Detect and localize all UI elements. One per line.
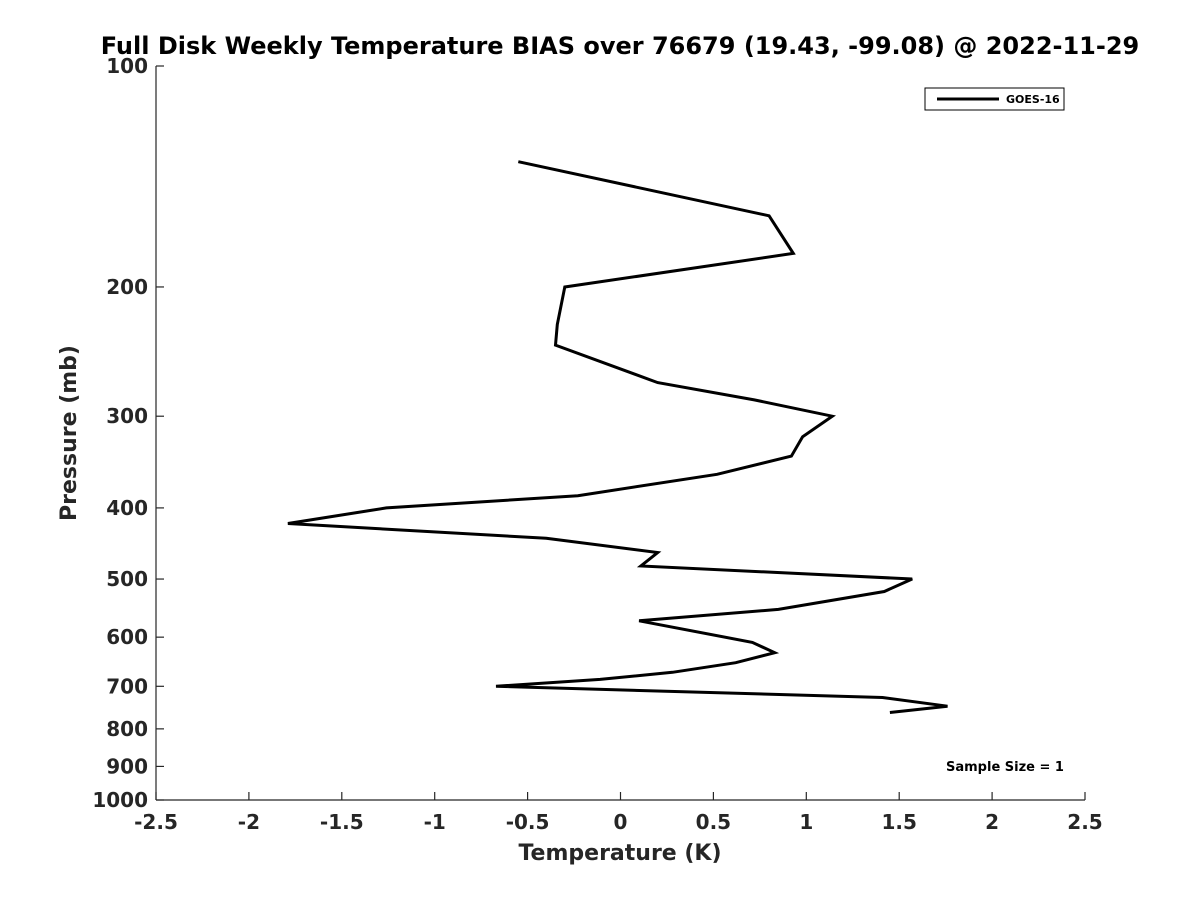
y-tick-label: 900 [106, 754, 148, 778]
x-tick-label: -2 [238, 810, 260, 834]
x-tick-label: -1 [424, 810, 446, 834]
y-tick-label: 100 [106, 54, 148, 78]
y-tick-label: 600 [106, 625, 148, 649]
x-tick-label: 0.5 [696, 810, 731, 834]
y-axis-label: Pressure (mb) [57, 345, 82, 521]
y-axis-ticks: 100 200 300 400 500 600 700 800 900 1000 [92, 54, 164, 812]
y-tick-label: 200 [106, 275, 148, 299]
x-tick-label: 1 [799, 810, 813, 834]
sample-size-annotation: Sample Size = 1 [946, 760, 1064, 775]
y-tick-label: 500 [106, 567, 148, 591]
y-tick-label: 400 [106, 496, 148, 520]
x-tick-label: 1.5 [881, 810, 916, 834]
legend: GOES-16 [924, 87, 1065, 111]
chart-title: Full Disk Weekly Temperature BIAS over 7… [101, 32, 1140, 60]
y-tick-label: 800 [106, 717, 148, 741]
x-tick-label: -2.5 [134, 810, 178, 834]
x-axis-ticks: -2.5 -2 -1.5 -1 -0.5 0 0.5 1 1.5 2 2.5 [134, 792, 1103, 834]
x-tick-label: 2.5 [1067, 810, 1102, 834]
x-tick-label: -1.5 [320, 810, 364, 834]
y-tick-label: 1000 [92, 788, 148, 812]
x-tick-label: 2 [985, 810, 999, 834]
series-layer [287, 160, 948, 714]
y-tick-label: 700 [106, 674, 148, 698]
series-line-goes-16 [287, 160, 948, 714]
x-axis-label: Temperature (K) [518, 841, 721, 866]
legend-label-goes-16: GOES-16 [1006, 93, 1060, 106]
y-tick-label: 300 [106, 404, 148, 428]
x-tick-label: -0.5 [506, 810, 550, 834]
x-tick-label: 0 [614, 810, 628, 834]
